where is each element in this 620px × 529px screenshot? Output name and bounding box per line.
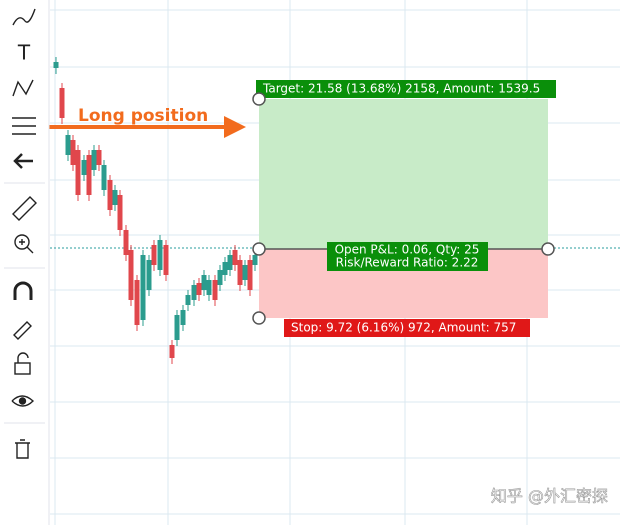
candle-body bbox=[107, 180, 113, 210]
handle[interactable] bbox=[252, 242, 266, 256]
candle-body bbox=[128, 250, 134, 300]
ratio-label: Risk/Reward Ratio: 2.22 bbox=[336, 256, 479, 270]
ruler-tool[interactable] bbox=[12, 196, 37, 221]
candle-body bbox=[151, 245, 157, 265]
candle-body bbox=[134, 280, 140, 325]
candle-body bbox=[237, 260, 243, 285]
arrow-head bbox=[224, 116, 246, 138]
candle-body bbox=[242, 265, 248, 280]
candle-body bbox=[96, 150, 102, 165]
text-tool[interactable]: T bbox=[17, 41, 31, 65]
candle-body bbox=[185, 295, 191, 305]
handle[interactable] bbox=[252, 92, 266, 106]
candle-body bbox=[86, 155, 92, 195]
candle-body bbox=[59, 88, 65, 118]
brush-tool[interactable] bbox=[12, 8, 36, 26]
open-box bbox=[327, 242, 488, 271]
fib-tool[interactable] bbox=[12, 117, 36, 135]
candle-body bbox=[191, 285, 197, 300]
zoom-tool[interactable] bbox=[14, 234, 30, 250]
candle-body bbox=[163, 245, 169, 275]
trash-tool[interactable] bbox=[15, 439, 30, 459]
candle-body bbox=[232, 250, 238, 265]
candle-body bbox=[157, 240, 163, 270]
stop-box bbox=[284, 319, 530, 337]
candle-body bbox=[65, 135, 71, 155]
candle-body bbox=[123, 230, 129, 255]
stop-label: Stop: 9.72 (6.16%) 972, Amount: 757 bbox=[291, 321, 516, 335]
candle-body bbox=[222, 262, 228, 275]
candle-body bbox=[174, 315, 180, 340]
annotation: Long position bbox=[78, 106, 208, 126]
candle-body bbox=[212, 280, 218, 300]
candle-body bbox=[70, 140, 76, 165]
target-label: Target: 21.58 (13.68%) 2158, Amount: 153… bbox=[262, 82, 540, 96]
candle-body bbox=[217, 270, 223, 285]
candle-body bbox=[180, 310, 186, 325]
candle-body bbox=[247, 260, 253, 290]
candles bbox=[53, 57, 258, 364]
handle[interactable] bbox=[541, 242, 555, 256]
candle-body bbox=[146, 260, 152, 290]
candle-body bbox=[101, 165, 107, 190]
candle-body bbox=[169, 345, 175, 358]
candle-body bbox=[140, 255, 146, 320]
open-label: Open P&L: 0.06, Qty: 25 bbox=[335, 243, 480, 257]
candle-body bbox=[81, 160, 87, 175]
watermark: 知乎 @外汇密探 bbox=[491, 487, 608, 506]
lock-draw-tool[interactable] bbox=[13, 321, 32, 340]
back-tool[interactable] bbox=[13, 153, 33, 169]
candle-body bbox=[75, 150, 81, 195]
lock-tool[interactable] bbox=[14, 362, 31, 375]
toolbar bbox=[0, 0, 49, 525]
profit-zone bbox=[259, 99, 548, 249]
candle-body bbox=[53, 62, 59, 68]
candle-body bbox=[112, 190, 118, 205]
handle[interactable] bbox=[252, 311, 266, 325]
candle-body bbox=[206, 280, 212, 295]
target-box bbox=[256, 80, 556, 98]
eye-tool[interactable] bbox=[11, 395, 35, 407]
candle-body bbox=[201, 275, 207, 290]
magnet-tool[interactable] bbox=[13, 281, 33, 300]
candle-body bbox=[227, 255, 233, 270]
candle-body bbox=[91, 150, 97, 170]
candle-body bbox=[196, 283, 202, 295]
candle-body bbox=[252, 255, 258, 265]
pattern-tool[interactable] bbox=[12, 79, 34, 97]
candle-body bbox=[117, 195, 123, 230]
